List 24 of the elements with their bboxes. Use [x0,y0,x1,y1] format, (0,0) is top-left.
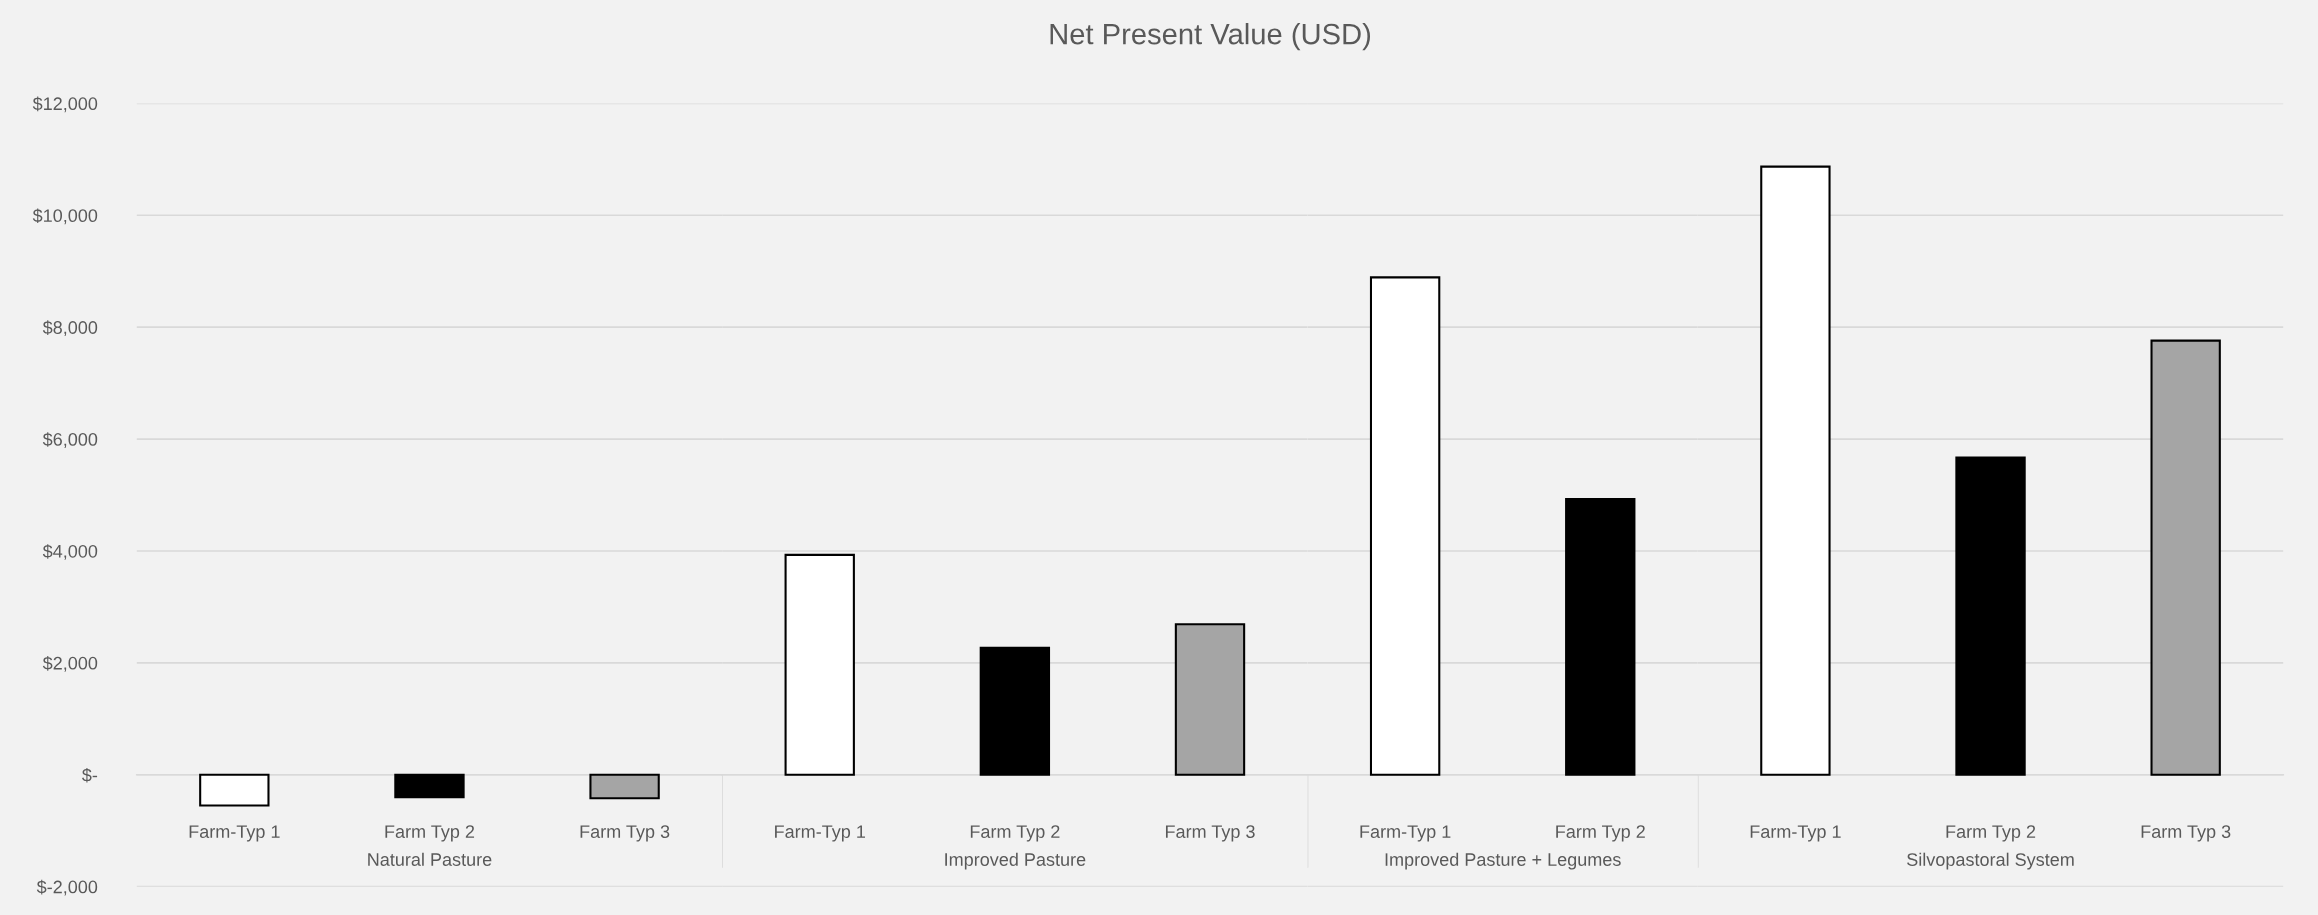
x-tick-label: Farm-Typ 1 [1360,825,1451,842]
chart-title: Net Present Value (USD) [1050,23,1371,51]
x-tick-label: Farm Typ 2 [970,825,1060,842]
y-tick-label: $4,000 [42,544,98,560]
y-tick-label: $8,000 [42,320,98,337]
y-tick-label: $- [82,767,98,783]
x-tick-label: Farm Typ 3 [1165,825,1255,842]
x-tick-label: Farm Typ 2 [1946,825,2036,842]
x-tick-label: Farm Typ 3 [2141,825,2231,842]
x-axis-title: Natural Pasture [368,852,492,866]
x-axis-title: Improved Pasture + Legumes [1385,852,1621,870]
y-tick-label: $-2,000 [36,879,98,896]
x-axis-title: Improved Pasture [945,852,1086,870]
x-tick-label: Farm Typ 3 [580,825,670,842]
x-tick-label: Farm Typ 2 [385,825,475,842]
x-tick-label: Farm Typ 2 [1556,825,1645,842]
x-tick-label: Farm-Typ 1 [775,825,865,842]
x-axis-title: Silvopastoral System [1907,852,2074,870]
y-tick-label: $2,000 [42,656,98,672]
y-tick-label: $12,000 [32,96,98,113]
x-tick-label: Farm-Typ 1 [1750,825,1841,842]
x-tick-label: Farm-Typ 1 [189,825,280,842]
y-tick-label: $10,000 [32,208,98,225]
y-tick-label: $6,000 [42,432,98,448]
